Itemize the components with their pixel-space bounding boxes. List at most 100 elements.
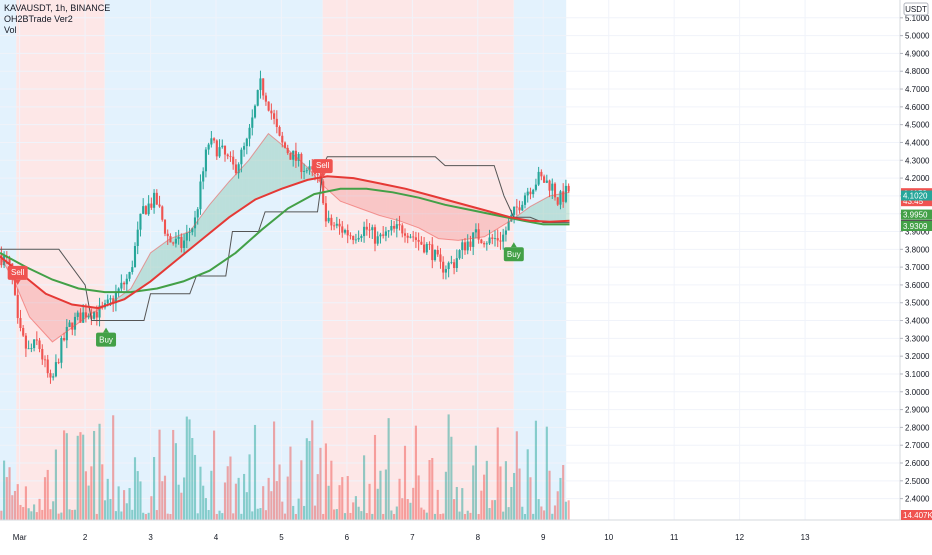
candle-body bbox=[245, 138, 248, 147]
cloud-segment bbox=[471, 206, 475, 239]
signal-line bbox=[0, 132, 570, 343]
volume-bar bbox=[363, 455, 366, 520]
cloud-segment bbox=[487, 211, 491, 235]
legend-volume[interactable]: Vol bbox=[4, 25, 17, 35]
candle-body bbox=[0, 254, 3, 266]
volume-bar bbox=[308, 440, 311, 520]
cloud-segment bbox=[422, 193, 426, 232]
candle-body bbox=[412, 236, 415, 238]
volume-bar bbox=[515, 431, 518, 520]
volume-bar bbox=[472, 465, 475, 520]
candle-body bbox=[142, 206, 145, 214]
volume-bar bbox=[109, 498, 112, 520]
trend-zone-bull bbox=[0, 0, 17, 520]
cloud-segment bbox=[549, 195, 554, 222]
cloud-segment bbox=[445, 199, 449, 240]
volume-bar bbox=[0, 510, 3, 520]
candle-body bbox=[150, 203, 153, 208]
cloud-segment bbox=[356, 178, 360, 209]
time-axis[interactable]: Mar 2 3 4 5 6 7 8 9 10 11 12 13 bbox=[0, 519, 932, 550]
volume-bar bbox=[57, 513, 60, 520]
candle-body bbox=[515, 206, 518, 208]
volume-bar bbox=[548, 470, 551, 520]
candle-body bbox=[352, 235, 355, 241]
cloud-segment bbox=[418, 192, 423, 230]
candle-body bbox=[485, 243, 488, 245]
volume-bar bbox=[76, 435, 79, 520]
volume-bar bbox=[523, 513, 527, 520]
volume-bar bbox=[488, 508, 491, 520]
candle-body bbox=[84, 312, 87, 318]
volume-bar bbox=[289, 446, 292, 520]
cloud-segment bbox=[62, 300, 66, 335]
volume-bar bbox=[510, 486, 513, 520]
candle-body bbox=[52, 376, 55, 378]
cloud-segment bbox=[382, 184, 387, 218]
candle-body bbox=[30, 348, 33, 349]
candle-body bbox=[93, 311, 96, 319]
price-tick-label: 4.5000 bbox=[905, 121, 930, 130]
volume-bar bbox=[221, 513, 224, 520]
cloud-segment bbox=[566, 192, 570, 221]
signal-sell: Sell bbox=[312, 159, 333, 179]
volume-bar bbox=[234, 483, 237, 520]
candle-body bbox=[297, 153, 300, 161]
candle-body bbox=[425, 244, 428, 253]
cloud-segment bbox=[373, 182, 377, 215]
volume-bar bbox=[322, 513, 325, 520]
price-tag: 4.1020 bbox=[901, 190, 932, 201]
candle-body bbox=[123, 282, 126, 285]
candle-body bbox=[188, 232, 191, 234]
volume-bars bbox=[0, 414, 570, 520]
cloud-segment bbox=[546, 195, 550, 222]
volume-bar bbox=[27, 508, 30, 520]
cloud-segment bbox=[389, 185, 393, 220]
volume-bar bbox=[256, 508, 259, 520]
volume-bar bbox=[68, 509, 71, 520]
candle-body bbox=[120, 282, 123, 289]
candle-body bbox=[493, 238, 497, 239]
price-axis[interactable]: 5.1000 5.0000 4.9000 4.8000 4.7000 4.6000 4.50… bbox=[899, 0, 932, 550]
candle-body bbox=[46, 359, 49, 374]
volume-bar bbox=[564, 501, 567, 520]
legend-indicator[interactable]: OH2BTrade Ver2 bbox=[4, 14, 73, 24]
volume-bar bbox=[551, 513, 554, 520]
volume-bar bbox=[65, 433, 68, 520]
legend-symbol[interactable]: KAVAUSDT, 1h, BINANCE bbox=[4, 3, 111, 13]
cloud-segment bbox=[52, 296, 56, 342]
cloud-segment bbox=[409, 189, 413, 226]
signal-arrow bbox=[14, 279, 21, 285]
volume-bar bbox=[343, 513, 347, 520]
price-tick-label: 3.4000 bbox=[905, 317, 930, 326]
price-tag: 3.9309 bbox=[901, 221, 932, 232]
cloud-segment bbox=[494, 212, 498, 231]
cloud-segment bbox=[464, 204, 468, 240]
candle-body bbox=[455, 258, 458, 269]
signal-buy: Buy bbox=[96, 327, 117, 347]
volume-bar bbox=[349, 512, 352, 520]
candle-body bbox=[106, 299, 109, 304]
cloud-segment bbox=[58, 299, 63, 338]
candle-body bbox=[518, 207, 521, 211]
volume-bar bbox=[237, 477, 240, 520]
price-tick-label: 3.2000 bbox=[905, 352, 930, 361]
volume-bar bbox=[463, 513, 467, 520]
volume-bar bbox=[264, 510, 267, 520]
candle-body bbox=[477, 229, 480, 240]
candle-body bbox=[87, 315, 90, 318]
volume-bar bbox=[158, 429, 161, 520]
volume-bar bbox=[357, 506, 360, 520]
time-tick-label: 5 bbox=[279, 533, 284, 542]
cloud-segment bbox=[392, 186, 396, 220]
volume-bar bbox=[87, 485, 90, 520]
candle-body bbox=[237, 164, 240, 174]
volume-bar bbox=[447, 414, 450, 520]
cloud-segment bbox=[366, 180, 370, 212]
candle-body bbox=[63, 338, 66, 341]
volume-bar bbox=[540, 506, 543, 520]
volume-bar bbox=[292, 505, 295, 520]
volume-bar bbox=[319, 447, 322, 520]
candle-body bbox=[76, 312, 79, 317]
